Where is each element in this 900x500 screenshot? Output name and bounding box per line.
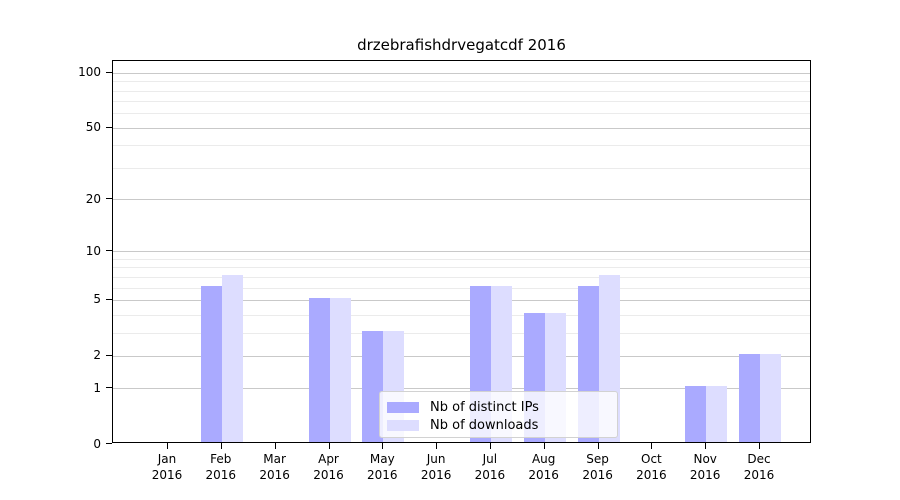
bar-may-ips bbox=[362, 330, 384, 442]
legend-label-distinct-ips: Nb of distinct IPs bbox=[430, 399, 539, 415]
x-tick-mark bbox=[759, 443, 760, 449]
bar-feb-ips bbox=[200, 285, 222, 442]
y-tick-mark bbox=[106, 387, 112, 389]
x-tick-mark bbox=[489, 443, 491, 449]
x-tick-label: Jan 2016 bbox=[151, 452, 183, 482]
legend-swatch-distinct-ips bbox=[387, 401, 419, 413]
minor-gridline bbox=[113, 287, 810, 289]
y-tick-label: 20 bbox=[85, 191, 101, 206]
x-tick-label: Dec 2016 bbox=[743, 452, 775, 482]
major-gridline bbox=[113, 299, 810, 301]
y-tick-mark bbox=[106, 198, 112, 200]
minor-gridline bbox=[113, 101, 810, 103]
x-tick-mark bbox=[220, 443, 222, 449]
y-tick-mark bbox=[106, 354, 112, 356]
x-tick-mark bbox=[543, 443, 545, 449]
legend-label-downloads: Nb of downloads bbox=[430, 417, 539, 433]
minor-gridline bbox=[113, 314, 810, 316]
x-tick-label: Nov 2016 bbox=[689, 452, 721, 482]
legend-row-distinct-ips: Nb of distinct IPs bbox=[387, 398, 609, 416]
major-gridline bbox=[113, 72, 810, 74]
minor-gridline bbox=[113, 332, 810, 334]
minor-gridline bbox=[113, 267, 810, 269]
y-tick-label: 2 bbox=[93, 348, 101, 363]
minor-gridline bbox=[113, 258, 810, 260]
minor-gridline bbox=[113, 276, 810, 278]
y-tick-mark bbox=[106, 126, 112, 128]
x-tick-label: Jun 2016 bbox=[420, 452, 452, 482]
y-tick-label: 100 bbox=[78, 65, 101, 80]
chart-title: drzebrafishdrvegatcdf 2016 bbox=[357, 36, 566, 54]
bar-apr-downloads bbox=[329, 297, 351, 442]
y-tick-mark bbox=[106, 443, 112, 444]
x-tick-label: Feb 2016 bbox=[205, 452, 237, 482]
bar-dec-ips bbox=[739, 353, 760, 442]
y-tick-mark bbox=[106, 71, 112, 73]
x-tick-label: Oct 2016 bbox=[636, 452, 667, 482]
minor-gridline bbox=[113, 145, 810, 147]
bar-feb-downloads bbox=[221, 274, 243, 442]
legend-row-downloads: Nb of downloads bbox=[387, 416, 609, 434]
x-tick-label: May 2016 bbox=[367, 452, 398, 482]
x-tick-label: Aug 2016 bbox=[528, 452, 559, 482]
major-gridline bbox=[113, 199, 810, 201]
x-tick-label: Apr 2016 bbox=[313, 452, 344, 482]
x-tick-mark bbox=[597, 443, 599, 449]
x-tick-mark bbox=[274, 443, 276, 449]
x-tick-mark bbox=[651, 443, 653, 449]
x-tick-label: Mar 2016 bbox=[259, 452, 290, 482]
bar-nov-ips bbox=[685, 386, 707, 442]
x-tick-mark bbox=[328, 443, 330, 449]
plot-area bbox=[112, 60, 811, 443]
bar-dec-downloads bbox=[760, 353, 781, 442]
x-tick-mark bbox=[167, 443, 168, 449]
y-tick-label: 0 bbox=[93, 436, 101, 451]
minor-gridline bbox=[113, 113, 810, 115]
y-tick-mark bbox=[106, 250, 112, 252]
legend-swatch-downloads bbox=[387, 419, 419, 431]
x-tick-mark bbox=[436, 443, 438, 449]
y-tick-label: 5 bbox=[93, 292, 101, 307]
y-tick-mark bbox=[106, 298, 112, 300]
x-tick-mark bbox=[705, 443, 707, 449]
major-gridline bbox=[113, 251, 810, 253]
minor-gridline bbox=[113, 90, 810, 92]
y-tick-label: 1 bbox=[93, 380, 101, 395]
y-tick-label: 50 bbox=[85, 120, 101, 135]
minor-gridline bbox=[113, 81, 810, 83]
legend: Nb of distinct IPs Nb of downloads bbox=[379, 391, 618, 438]
x-tick-label: Sep 2016 bbox=[582, 452, 613, 482]
bar-nov-downloads bbox=[706, 386, 728, 442]
x-tick-mark bbox=[382, 443, 384, 449]
major-gridline bbox=[113, 127, 810, 129]
minor-gridline bbox=[113, 167, 810, 169]
bar-apr-ips bbox=[308, 297, 330, 442]
major-gridline bbox=[113, 388, 810, 390]
y-tick-label: 10 bbox=[85, 243, 101, 258]
major-gridline bbox=[113, 355, 810, 357]
x-tick-label: Jul 2016 bbox=[474, 452, 506, 482]
